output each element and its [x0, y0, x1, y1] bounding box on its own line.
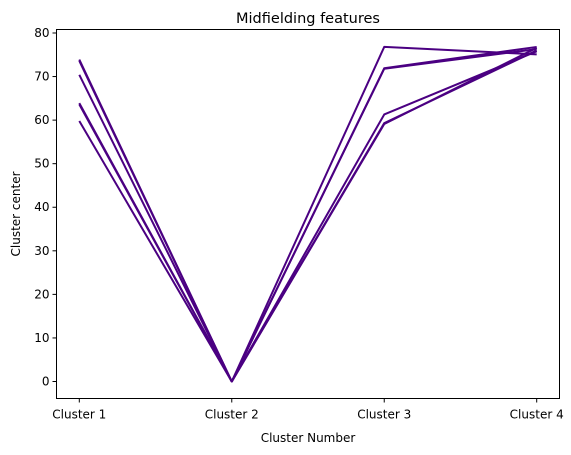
chart-title: Midfielding features	[236, 11, 380, 27]
y-tick-label: 10	[34, 331, 49, 345]
x-axis: Cluster 1 Cluster 2 Cluster 3 Cluster 4	[52, 398, 564, 422]
y-tick-label: 40	[34, 200, 49, 214]
y-tick-label: 30	[34, 244, 49, 258]
y-tick-label: 80	[34, 26, 49, 40]
y-axis-label: Cluster center	[9, 171, 23, 256]
y-axis: 0 10 20 30 40 50 60 70 80	[34, 26, 57, 389]
series-line-3	[78, 45, 537, 383]
plot-frame	[56, 29, 560, 399]
series-line-6	[78, 46, 538, 383]
y-tick-label: 60	[34, 113, 49, 127]
y-tick-label: 50	[34, 157, 49, 171]
series-layer	[78, 45, 538, 383]
y-tick-label: 0	[42, 375, 50, 389]
y-tick-label: 20	[34, 287, 49, 301]
x-tick-label: Cluster 4	[510, 408, 564, 422]
x-tick-label: Cluster 1	[52, 408, 106, 422]
x-tick-label: Cluster 2	[205, 408, 259, 422]
x-axis-label: Cluster Number	[261, 431, 356, 445]
y-tick-label: 70	[34, 70, 49, 84]
x-tick-label: Cluster 3	[357, 408, 411, 422]
